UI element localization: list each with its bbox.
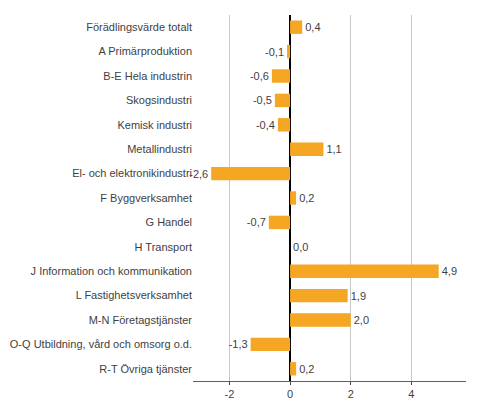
svg-text:L Fastighetsverksamhet: L Fastighetsverksamhet — [76, 289, 192, 301]
svg-text:0,4: 0,4 — [305, 21, 320, 33]
svg-text:1,1: 1,1 — [326, 143, 341, 155]
svg-text:B-E Hela industrin: B-E Hela industrin — [103, 70, 192, 82]
svg-text:2: 2 — [348, 388, 354, 400]
svg-text:F Byggverksamhet: F Byggverksamhet — [100, 192, 192, 204]
svg-text:Förädlingsvärde totalt: Förädlingsvärde totalt — [86, 21, 192, 33]
svg-text:-0,7: -0,7 — [247, 216, 266, 228]
svg-text:2,0: 2,0 — [354, 314, 369, 326]
svg-text:Kemisk industri: Kemisk industri — [117, 119, 192, 131]
svg-text:Metallindustri: Metallindustri — [127, 143, 192, 155]
svg-text:-0,5: -0,5 — [253, 94, 272, 106]
svg-text:0,2: 0,2 — [299, 363, 314, 375]
svg-text:0,0: 0,0 — [293, 241, 308, 253]
svg-text:O-Q Utbildning, vård och omsor: O-Q Utbildning, vård och omsorg o.d. — [10, 338, 192, 350]
svg-text:Skogsindustri: Skogsindustri — [126, 94, 192, 106]
svg-text:-2,6: -2,6 — [189, 168, 208, 180]
svg-text:0: 0 — [287, 388, 293, 400]
svg-text:A Primärproduktion: A Primärproduktion — [98, 45, 192, 57]
svg-text:-0,6: -0,6 — [250, 70, 269, 82]
svg-text:-1,3: -1,3 — [229, 338, 248, 350]
svg-text:0,2: 0,2 — [299, 192, 314, 204]
svg-text:4: 4 — [408, 388, 414, 400]
svg-text:H Transport: H Transport — [135, 241, 192, 253]
svg-text:1,9: 1,9 — [351, 290, 366, 302]
svg-text:-0,4: -0,4 — [256, 119, 275, 131]
svg-text:-2: -2 — [225, 388, 235, 400]
svg-text:El- och elektronikindustri: El- och elektronikindustri — [72, 167, 192, 179]
svg-text:G Handel: G Handel — [146, 216, 192, 228]
svg-text:-0,1: -0,1 — [265, 46, 284, 58]
svg-text:R-T Övriga tjänster: R-T Övriga tjänster — [99, 363, 192, 375]
svg-text:4,9: 4,9 — [442, 265, 457, 277]
svg-text:J Information och kommunikatio: J Information och kommunikation — [31, 265, 192, 277]
svg-text:M-N Företagstjänster: M-N Företagstjänster — [89, 314, 193, 326]
